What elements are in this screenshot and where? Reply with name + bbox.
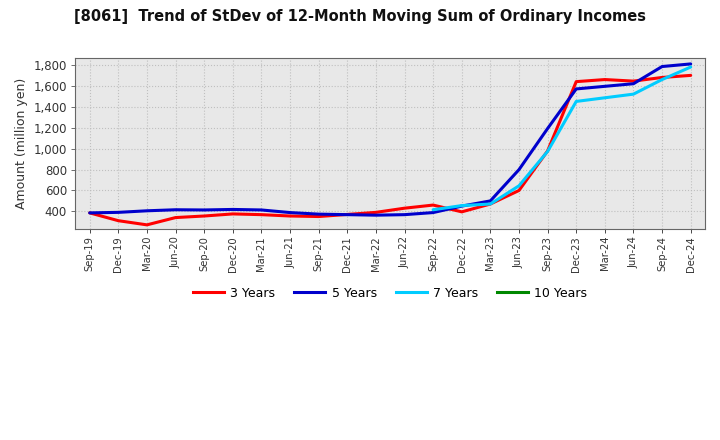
3 Years — [228, 211, 237, 216]
7 Years — [457, 203, 466, 208]
5 Years — [286, 210, 294, 215]
5 Years — [629, 81, 638, 86]
3 Years — [572, 79, 580, 84]
7 Years — [572, 99, 580, 104]
Line: 3 Years: 3 Years — [90, 75, 690, 225]
5 Years — [228, 207, 237, 212]
Line: 7 Years: 7 Years — [433, 67, 690, 210]
5 Years — [372, 213, 380, 218]
5 Years — [86, 210, 94, 216]
7 Years — [515, 183, 523, 188]
7 Years — [658, 77, 667, 82]
7 Years — [544, 149, 552, 154]
5 Years — [171, 207, 180, 213]
3 Years — [400, 205, 409, 211]
3 Years — [600, 77, 609, 82]
7 Years — [629, 92, 638, 97]
3 Years — [200, 213, 209, 219]
3 Years — [257, 212, 266, 217]
Legend: 3 Years, 5 Years, 7 Years, 10 Years: 3 Years, 5 Years, 7 Years, 10 Years — [188, 282, 593, 305]
3 Years — [629, 78, 638, 84]
3 Years — [143, 222, 151, 227]
3 Years — [686, 73, 695, 78]
3 Years — [658, 75, 667, 80]
5 Years — [200, 207, 209, 213]
3 Years — [544, 148, 552, 154]
5 Years — [686, 61, 695, 66]
5 Years — [457, 203, 466, 209]
5 Years — [486, 198, 495, 204]
5 Years — [343, 212, 351, 217]
3 Years — [515, 188, 523, 193]
3 Years — [429, 202, 438, 208]
5 Years — [400, 212, 409, 217]
5 Years — [515, 167, 523, 172]
5 Years — [315, 212, 323, 217]
5 Years — [572, 86, 580, 92]
3 Years — [171, 215, 180, 220]
3 Years — [457, 209, 466, 214]
5 Years — [600, 84, 609, 89]
Y-axis label: Amount (million yen): Amount (million yen) — [15, 78, 28, 209]
5 Years — [658, 64, 667, 69]
5 Years — [143, 208, 151, 213]
5 Years — [114, 210, 122, 215]
7 Years — [429, 207, 438, 213]
3 Years — [114, 218, 122, 224]
5 Years — [429, 210, 438, 215]
3 Years — [315, 214, 323, 219]
3 Years — [286, 213, 294, 219]
7 Years — [600, 95, 609, 100]
7 Years — [686, 64, 695, 70]
3 Years — [486, 202, 495, 207]
3 Years — [372, 210, 380, 215]
5 Years — [257, 207, 266, 213]
3 Years — [343, 212, 351, 217]
Text: [8061]  Trend of StDev of 12-Month Moving Sum of Ordinary Incomes: [8061] Trend of StDev of 12-Month Moving… — [74, 9, 646, 24]
7 Years — [486, 202, 495, 207]
3 Years — [86, 210, 94, 216]
5 Years — [544, 126, 552, 131]
Line: 5 Years: 5 Years — [90, 64, 690, 215]
